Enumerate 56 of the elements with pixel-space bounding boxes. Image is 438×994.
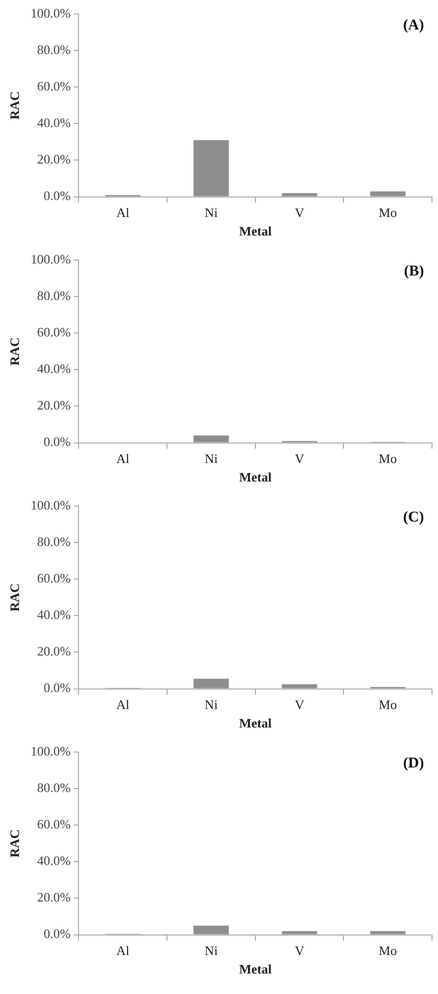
y-tick-label: 20.0% [37,152,71,167]
bar [194,435,229,442]
y-tick-label: 40.0% [37,607,71,622]
x-tick-label: V [294,943,305,958]
chart-title: (A) [403,17,424,34]
x-tick-label: Mo [378,697,397,712]
y-tick-label: 100.0% [30,5,71,20]
y-tick-label: 100.0% [30,497,71,512]
x-axis-title: Metal [239,470,272,485]
y-tick-label: 40.0% [37,853,71,868]
chart-title: (B) [404,263,424,280]
x-tick-label: Al [116,697,130,712]
y-axis-title: RAC [7,829,22,858]
x-tick-label: Al [116,943,130,958]
x-tick-label: Ni [204,451,218,466]
y-tick-label: 0.0% [44,188,71,204]
y-tick-label: 0.0% [44,926,71,942]
x-axis-title: Metal [239,224,272,239]
chart-title: (C) [403,509,424,526]
y-tick-label: 0.0% [44,680,71,696]
bar [194,140,229,196]
y-axis-title: RAC [7,91,22,120]
chart-title: (D) [403,755,424,772]
x-tick-label: V [294,697,305,712]
y-tick-label: 60.0% [37,816,71,832]
y-tick-label: 40.0% [37,115,71,130]
x-axis-title: Metal [239,716,272,731]
x-tick-label: V [294,205,305,220]
y-tick-label: 100.0% [30,251,71,266]
y-tick-label: 40.0% [37,361,71,376]
x-tick-label: Ni [204,205,218,220]
x-tick-label: Mo [378,943,397,958]
y-tick-label: 0.0% [44,434,71,450]
y-tick-label: 60.0% [37,570,71,586]
x-tick-label: Mo [378,451,397,466]
y-tick-label: 20.0% [37,890,71,905]
y-tick-label: 100.0% [30,743,71,758]
x-tick-label: V [294,451,305,466]
x-tick-label: Al [116,205,130,220]
x-axis-title: Metal [239,962,272,977]
y-tick-label: 20.0% [37,644,71,659]
y-tick-label: 80.0% [37,780,71,795]
y-tick-label: 60.0% [37,324,71,340]
x-tick-label: Ni [204,697,218,712]
bar [282,193,318,196]
y-tick-label: 60.0% [37,78,71,94]
y-tick-label: 20.0% [37,398,71,413]
y-tick-label: 80.0% [37,534,71,549]
x-tick-label: Ni [204,943,218,958]
y-axis-title: RAC [7,337,22,366]
bar [370,191,406,196]
x-tick-label: Al [116,451,130,466]
x-tick-label: Mo [378,205,397,220]
y-tick-label: 80.0% [37,288,71,303]
y-tick-label: 80.0% [37,42,71,57]
y-axis-title: RAC [7,583,22,612]
